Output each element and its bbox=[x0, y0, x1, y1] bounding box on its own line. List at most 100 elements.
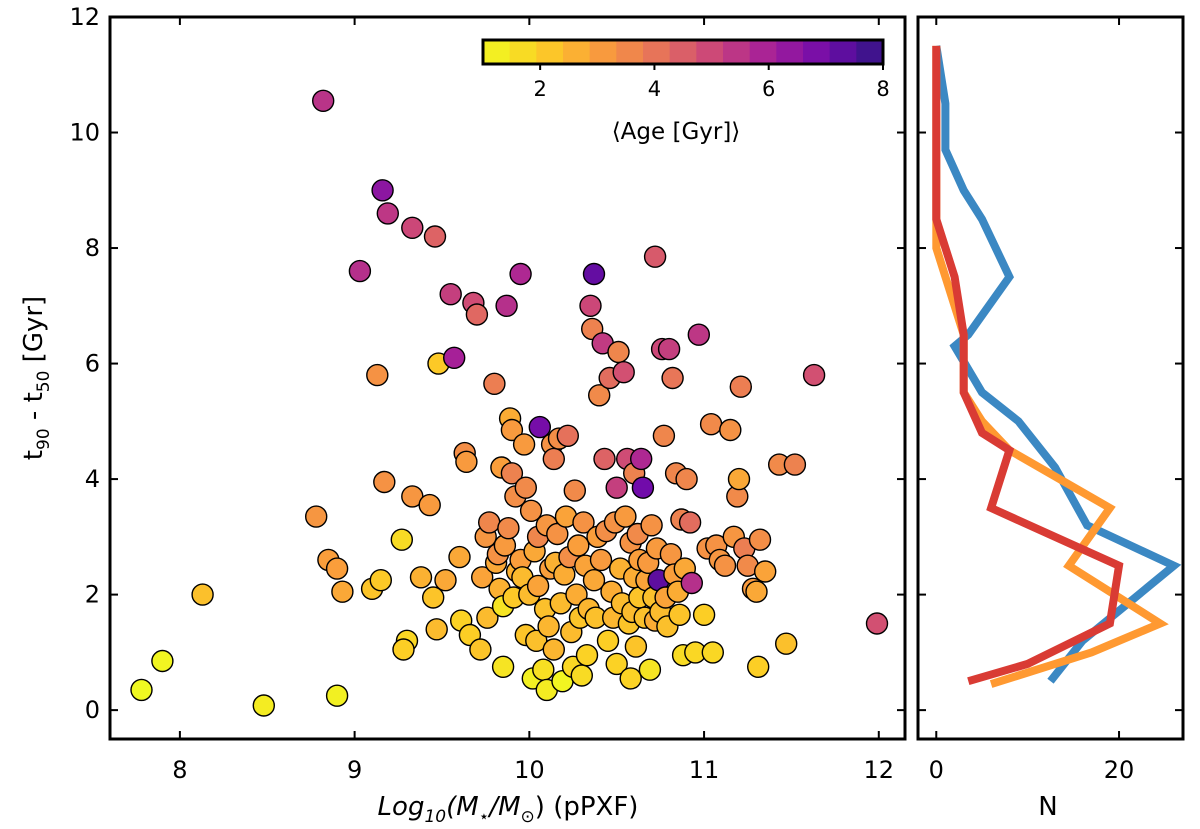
colorbar-tick-label: 2 bbox=[533, 77, 546, 101]
scatter-point bbox=[589, 548, 613, 572]
scatter-point bbox=[373, 470, 396, 494]
scatter-point bbox=[542, 638, 565, 661]
colorbar-cell bbox=[643, 40, 671, 64]
hist-x-tick-label: 20 bbox=[1104, 756, 1135, 784]
scatter-point bbox=[423, 225, 447, 248]
y-tick-label: 6 bbox=[85, 350, 100, 378]
scatter-point bbox=[748, 528, 772, 551]
colorbar-tick-label: 6 bbox=[762, 77, 775, 101]
scatter-panel: 8 9 10 11 12 0 2 4 6 8 10 12 2 4 6 8 ⟨Age [Gyr]⟩ Log10… bbox=[19, 3, 907, 827]
x-tick-label: 11 bbox=[689, 756, 720, 784]
scatter-point bbox=[348, 259, 372, 283]
x-tick-label: 10 bbox=[514, 756, 545, 784]
colorbar-cell bbox=[563, 40, 591, 64]
scatter-point bbox=[582, 569, 606, 592]
histogram-x-label: N bbox=[1038, 792, 1057, 822]
scatter-point bbox=[497, 517, 520, 540]
scatter-point bbox=[469, 638, 492, 661]
scatter-point bbox=[191, 583, 214, 606]
hist-line-red bbox=[932, 45, 1124, 686]
scatter-point bbox=[563, 479, 586, 502]
y-tick-label: 2 bbox=[85, 581, 100, 609]
scatter-point bbox=[448, 545, 471, 569]
colorbar-cell bbox=[856, 40, 884, 64]
scatter-point bbox=[418, 493, 441, 517]
histogram-frame bbox=[916, 15, 1185, 741]
scatter-point bbox=[575, 644, 599, 667]
scatter-point bbox=[252, 694, 275, 717]
scatter-point bbox=[754, 560, 777, 583]
scatter-point bbox=[390, 528, 413, 551]
scatter-point bbox=[572, 511, 595, 534]
histogram-lines bbox=[932, 45, 1182, 688]
scatter-point bbox=[471, 566, 494, 589]
colorbar-cell bbox=[696, 40, 724, 64]
scatter-points bbox=[130, 89, 889, 717]
scatter-point bbox=[680, 571, 703, 595]
colorbar-cell bbox=[829, 40, 857, 64]
scatter-point bbox=[593, 447, 616, 471]
scatter-point bbox=[745, 580, 768, 603]
scatter-point bbox=[643, 245, 667, 268]
colorbar-cell bbox=[803, 40, 831, 64]
scatter-point bbox=[605, 476, 628, 499]
scatter-point bbox=[638, 658, 662, 681]
scatter-point bbox=[409, 566, 433, 589]
scatter-point bbox=[366, 363, 389, 387]
colorbar-cell bbox=[749, 40, 777, 64]
scatter-point bbox=[325, 557, 349, 580]
colorbar-cell bbox=[536, 40, 564, 64]
hist-line-blue bbox=[932, 45, 1182, 684]
y-axis-label: t90 - t50 [Gyr] bbox=[19, 296, 54, 460]
scatter-point bbox=[392, 638, 415, 661]
colorbar-label: ⟨Age [Gyr]⟩ bbox=[612, 119, 741, 145]
y-tick-label: 8 bbox=[85, 234, 100, 262]
scatter-point bbox=[631, 476, 655, 499]
y-tick-label: 12 bbox=[69, 3, 100, 31]
x-tick-label: 9 bbox=[347, 756, 362, 784]
scatter-point bbox=[652, 424, 676, 447]
scatter-point bbox=[640, 514, 663, 537]
x-axis-label: Log10(M⋆/M⊙) (pPXF) bbox=[378, 792, 639, 827]
scatter-point bbox=[582, 262, 606, 286]
scatter-point bbox=[312, 89, 335, 113]
scatter-point bbox=[775, 632, 798, 655]
histogram-axis-ticks: 0 20 bbox=[918, 16, 1183, 784]
scatter-point bbox=[130, 678, 153, 702]
scatter-point bbox=[443, 346, 466, 369]
scatter-point bbox=[512, 433, 536, 456]
scatter-point bbox=[556, 424, 579, 447]
scatter-point bbox=[612, 361, 635, 384]
scatter-point bbox=[565, 583, 588, 606]
scatter-point bbox=[537, 615, 560, 638]
scatter-point bbox=[675, 467, 698, 491]
scatter-point bbox=[678, 511, 702, 534]
colorbar-ticks: 2 4 6 8 bbox=[533, 64, 890, 101]
scatter-point bbox=[630, 447, 653, 471]
scatter-point bbox=[305, 505, 328, 528]
colorbar-cell bbox=[723, 40, 751, 64]
scatter-point bbox=[657, 337, 681, 361]
histogram-panel: 0 20 N bbox=[916, 15, 1185, 822]
x-tick-label: 12 bbox=[864, 756, 895, 784]
scatter-point bbox=[607, 340, 630, 364]
scatter-point bbox=[434, 569, 457, 592]
scatter-point bbox=[624, 635, 648, 658]
scatter-point bbox=[802, 363, 826, 387]
scatter-point bbox=[476, 606, 499, 629]
scatter-point bbox=[719, 418, 742, 442]
colorbar-tick-label: 4 bbox=[648, 77, 661, 101]
scatter-frame bbox=[108, 15, 907, 741]
scatter-point bbox=[701, 641, 724, 664]
scatter-point bbox=[865, 612, 889, 635]
colorbar-cell bbox=[483, 40, 511, 64]
scatter-point bbox=[570, 664, 593, 687]
scatter-point bbox=[325, 684, 349, 707]
colorbar-gradient bbox=[483, 40, 884, 64]
scatter-point bbox=[605, 652, 628, 676]
y-tick-label: 10 bbox=[69, 119, 100, 147]
colorbar-cell bbox=[589, 40, 617, 64]
scatter-point bbox=[455, 450, 478, 473]
scatter-point bbox=[401, 216, 424, 240]
